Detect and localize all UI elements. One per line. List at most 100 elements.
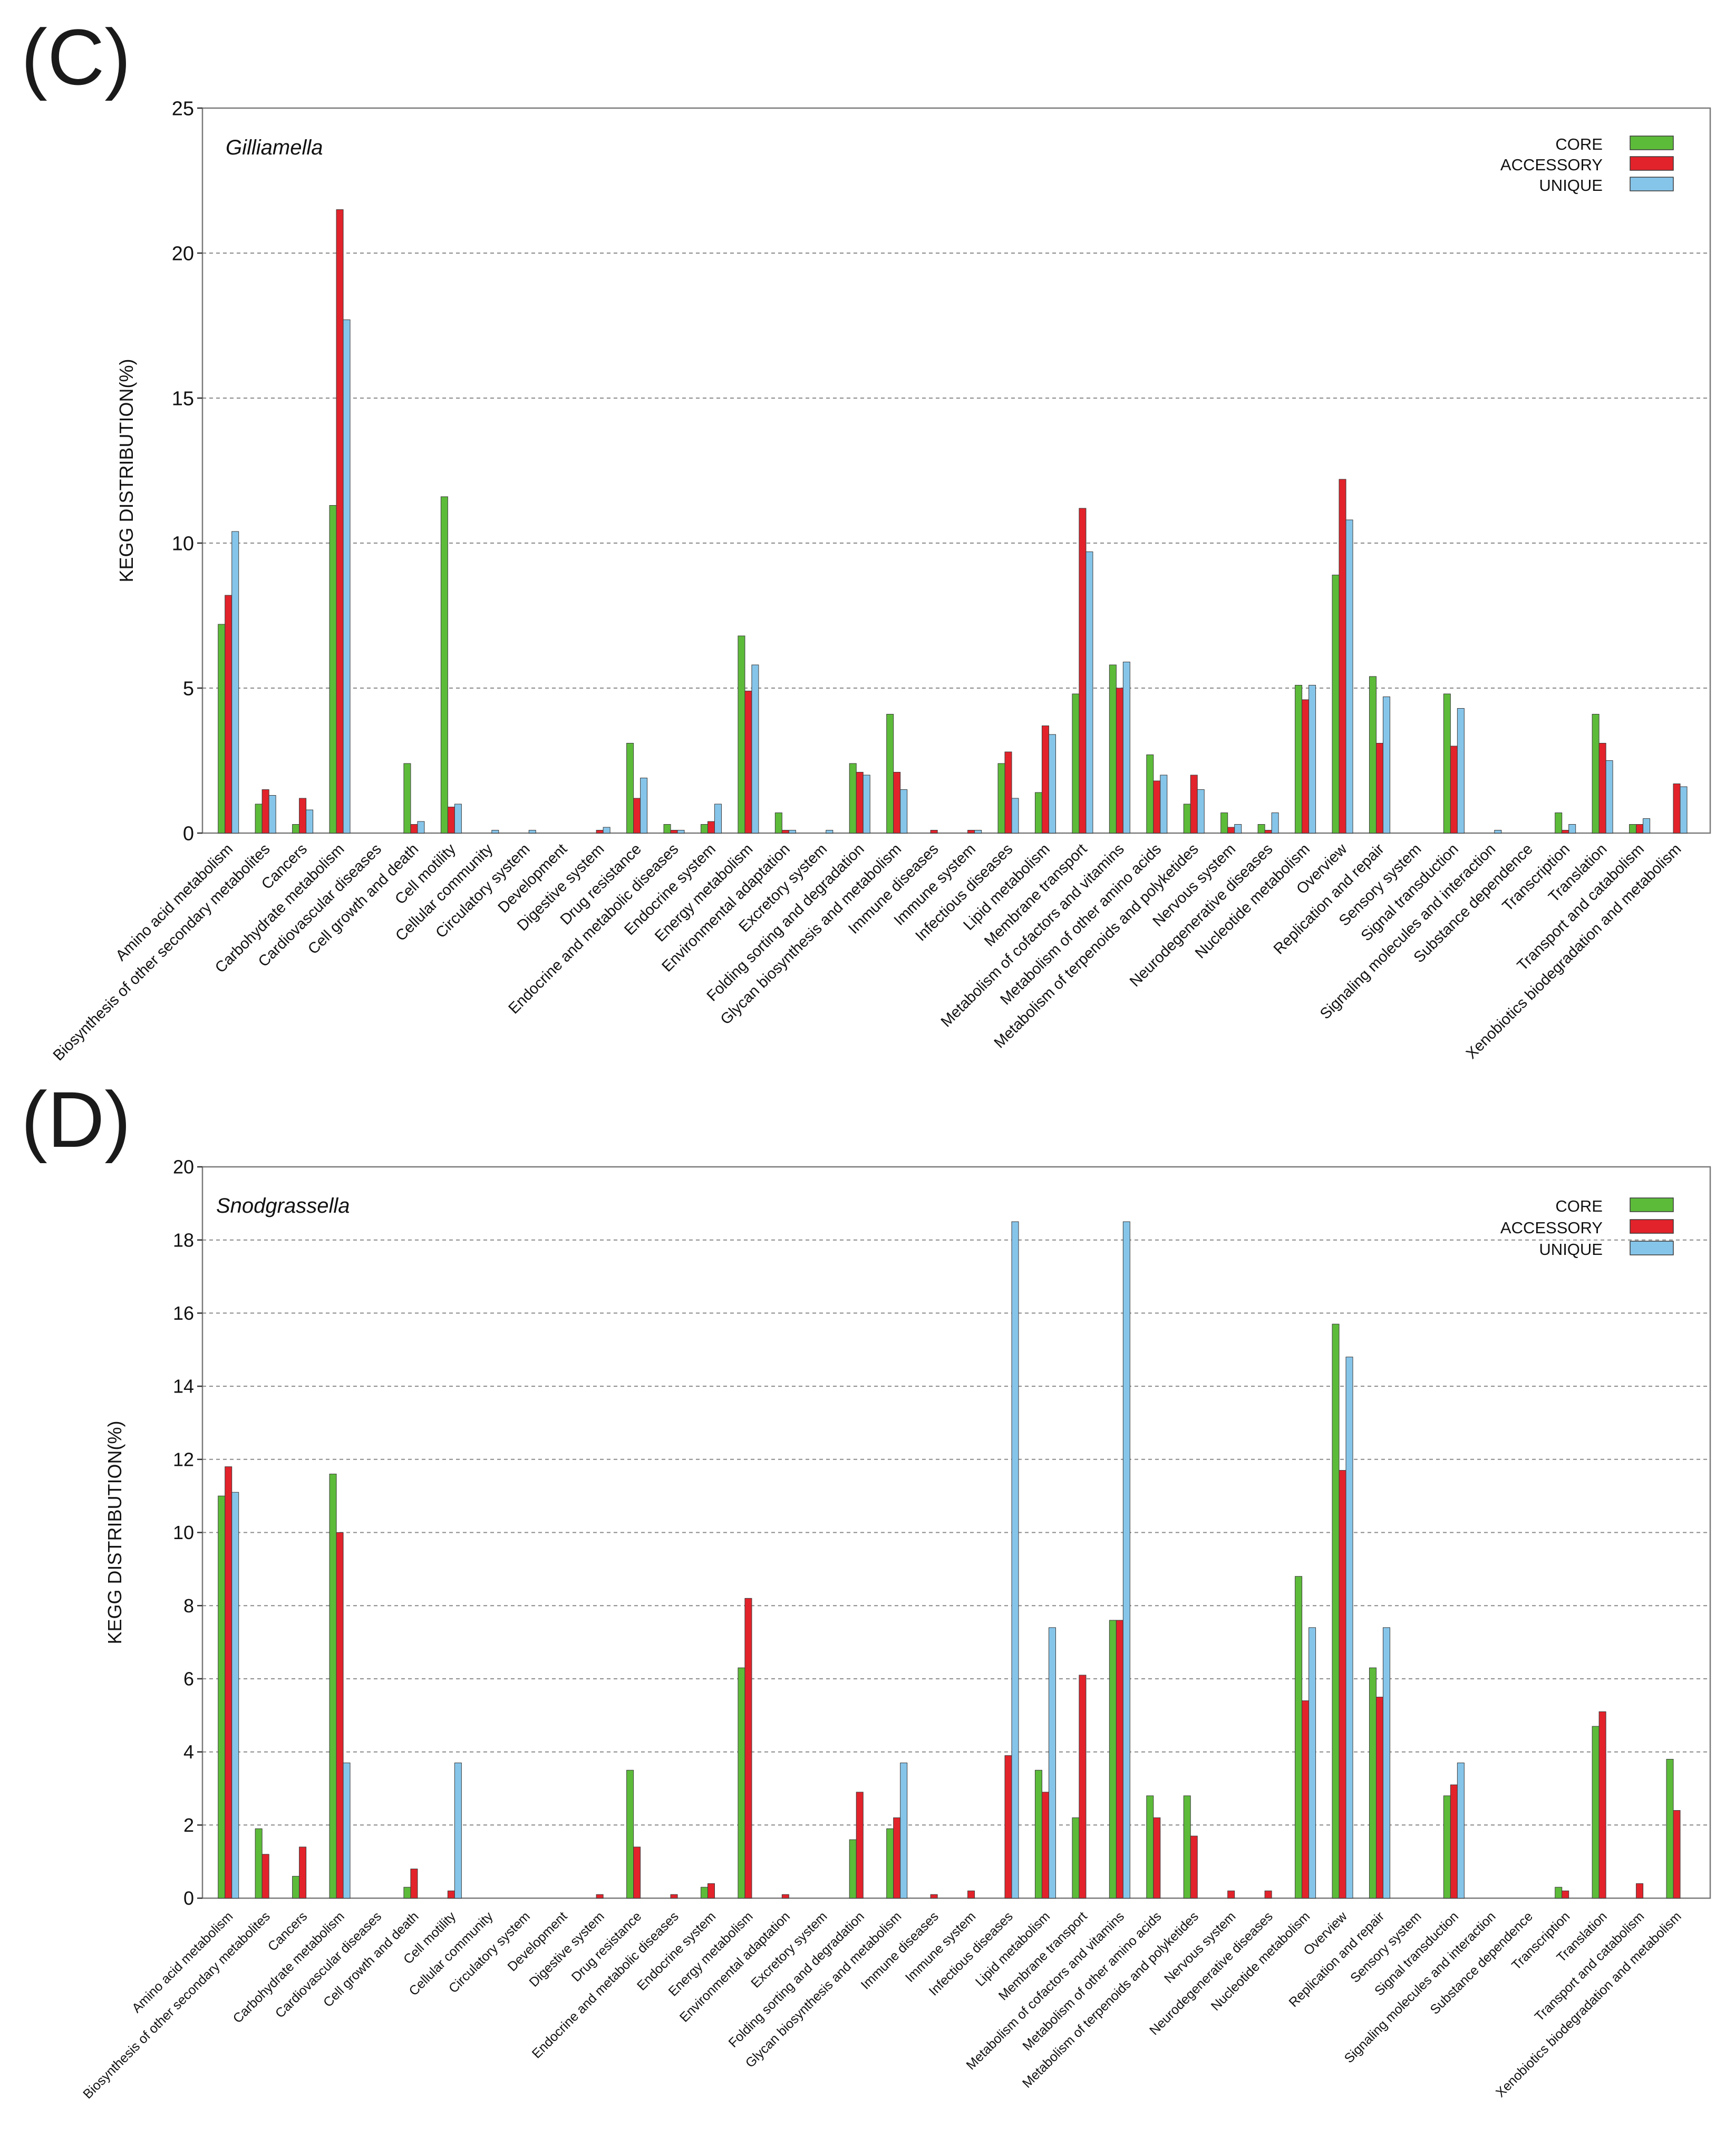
legend-swatch-unique bbox=[1630, 1241, 1674, 1255]
bar-accessory-endocrine-system bbox=[707, 821, 715, 834]
bar-core-energy-metabolism bbox=[738, 635, 745, 834]
y-tick-label: 2 bbox=[183, 1814, 194, 1836]
bar-core-metabolism-of-other-amino-acids bbox=[1146, 1795, 1154, 1899]
bar-accessory-energy-metabolism bbox=[744, 1598, 752, 1899]
bar-core-metabolism-of-terpenoids-and-polyketides bbox=[1183, 1795, 1191, 1899]
bar-accessory-membrane-transport bbox=[1079, 508, 1087, 834]
bar-unique-nervous-system bbox=[1234, 824, 1242, 834]
legend-label-accessory: ACCESSORY bbox=[1500, 1219, 1603, 1237]
bar-unique-endocrine-system bbox=[714, 804, 722, 834]
bar-accessory-environmental-adaptation bbox=[781, 830, 789, 834]
bar-core-metabolism-of-cofactors-and-vitamins bbox=[1109, 664, 1117, 834]
bar-accessory-infectious-diseases bbox=[1004, 1755, 1012, 1899]
bar-unique-transcription bbox=[1568, 824, 1576, 834]
bar-core-glycan-biosynthesis-and-metabolism bbox=[886, 1828, 894, 1899]
legend-swatch-core bbox=[1630, 1197, 1674, 1212]
bar-unique-cell-growth-and-death bbox=[417, 821, 425, 834]
bar-accessory-biosynthesis-of-other-secondary-metabolites bbox=[261, 1854, 269, 1899]
y-tick-label: 16 bbox=[173, 1302, 194, 1324]
y-axis-label: KEGG DISTRIBUTION(%) bbox=[104, 1420, 125, 1644]
bar-accessory-translation bbox=[1598, 743, 1606, 834]
bar-unique-immune-system bbox=[974, 830, 982, 834]
y-tick-label: 14 bbox=[173, 1376, 194, 1397]
legend-label-accessory: ACCESSORY bbox=[1500, 156, 1603, 174]
legend-label-unique: UNIQUE bbox=[1539, 176, 1603, 195]
bar-unique-endocrine-and-metabolic-diseases bbox=[677, 830, 685, 834]
bar-accessory-transcription bbox=[1562, 830, 1569, 834]
bar-unique-drug-resistance bbox=[640, 778, 648, 834]
bar-accessory-glycan-biosynthesis-and-metabolism bbox=[893, 1817, 901, 1899]
bar-accessory-folding-sorting-and-degradation bbox=[856, 1792, 864, 1899]
bar-accessory-digestive-system bbox=[596, 830, 604, 834]
bar-accessory-cancers bbox=[299, 1846, 307, 1899]
bar-accessory-drug-resistance bbox=[633, 1846, 641, 1899]
bar-accessory-endocrine-and-metabolic-diseases bbox=[670, 830, 678, 834]
y-tick-label: 0 bbox=[183, 1888, 194, 1909]
bar-accessory-metabolism-of-other-amino-acids bbox=[1153, 1817, 1161, 1899]
bar-accessory-replication-and-repair bbox=[1375, 1697, 1383, 1899]
legend-label-unique: UNIQUE bbox=[1539, 1240, 1603, 1259]
bar-accessory-metabolism-of-cofactors-and-vitamins bbox=[1116, 688, 1123, 834]
bar-core-signal-transduction bbox=[1443, 1795, 1451, 1899]
bar-unique-infectious-diseases bbox=[1011, 1221, 1019, 1899]
bar-accessory-metabolism-of-cofactors-and-vitamins bbox=[1116, 1620, 1123, 1899]
bar-core-drug-resistance bbox=[626, 743, 634, 834]
bar-unique-signaling-molecules-and-interaction bbox=[1494, 830, 1502, 834]
legend-label-core: CORE bbox=[1555, 135, 1603, 153]
bar-accessory-cell-growth-and-death bbox=[410, 824, 418, 834]
bar-unique-replication-and-repair bbox=[1382, 697, 1390, 834]
bar-unique-overview bbox=[1345, 519, 1353, 834]
bar-accessory-immune-system bbox=[967, 830, 975, 834]
bar-unique-signal-transduction bbox=[1457, 1762, 1465, 1899]
bar-unique-biosynthesis-of-other-secondary-metabolites bbox=[268, 795, 276, 834]
bar-core-membrane-transport bbox=[1072, 693, 1080, 834]
bar-core-drug-resistance bbox=[626, 1770, 634, 1899]
bar-unique-metabolism-of-other-amino-acids bbox=[1160, 775, 1168, 834]
bar-accessory-endocrine-and-metabolic-diseases bbox=[670, 1894, 678, 1899]
bar-unique-energy-metabolism bbox=[751, 664, 759, 834]
bar-core-metabolism-of-cofactors-and-vitamins bbox=[1109, 1620, 1117, 1899]
y-tick-label: 0 bbox=[183, 823, 194, 845]
y-tick-label: 4 bbox=[183, 1741, 194, 1763]
bar-unique-replication-and-repair bbox=[1382, 1627, 1390, 1899]
bar-core-translation bbox=[1592, 714, 1600, 834]
bar-accessory-immune-diseases bbox=[930, 830, 938, 834]
bar-core-endocrine-system bbox=[700, 1887, 708, 1899]
bar-accessory-immune-system bbox=[967, 1890, 975, 1899]
y-axis-label: KEGG DISTRIBUTION(%) bbox=[115, 359, 137, 582]
y-tick-label: 10 bbox=[172, 533, 194, 555]
bar-core-nucleotide-metabolism bbox=[1295, 1576, 1303, 1899]
bar-unique-transport-and-catabolism bbox=[1643, 818, 1651, 834]
y-tick-label: 12 bbox=[173, 1448, 194, 1470]
y-tick-label: 20 bbox=[172, 243, 194, 265]
bar-unique-nucleotide-metabolism bbox=[1308, 1627, 1316, 1899]
bar-accessory-energy-metabolism bbox=[744, 691, 752, 834]
bar-accessory-nervous-system bbox=[1227, 1890, 1235, 1899]
bar-accessory-replication-and-repair bbox=[1375, 743, 1383, 834]
legend-label-core: CORE bbox=[1555, 1197, 1603, 1215]
bar-unique-metabolism-of-terpenoids-and-polyketides bbox=[1197, 789, 1205, 834]
bar-unique-lipid-metabolism bbox=[1048, 1627, 1056, 1899]
bar-core-lipid-metabolism bbox=[1034, 792, 1042, 834]
bar-unique-translation bbox=[1605, 760, 1613, 834]
y-tick-label: 6 bbox=[183, 1668, 194, 1690]
bar-accessory-cell-motility bbox=[447, 807, 455, 834]
bar-core-replication-and-repair bbox=[1369, 676, 1377, 834]
bar-unique-digestive-system bbox=[603, 827, 610, 834]
bar-unique-infectious-diseases bbox=[1011, 798, 1019, 834]
bar-unique-membrane-transport bbox=[1085, 552, 1093, 834]
bar-accessory-overview bbox=[1339, 479, 1346, 834]
bar-core-cell-motility bbox=[440, 496, 448, 834]
organism-label: Snodgrassella bbox=[216, 1194, 350, 1217]
bar-unique-excretory-system bbox=[826, 830, 833, 834]
bar-accessory-nucleotide-metabolism bbox=[1302, 1700, 1310, 1899]
bar-core-cell-growth-and-death bbox=[403, 1887, 411, 1899]
bar-core-energy-metabolism bbox=[738, 1667, 745, 1899]
legend-swatch-accessory bbox=[1630, 1219, 1674, 1234]
bar-core-glycan-biosynthesis-and-metabolism bbox=[886, 714, 894, 834]
bar-accessory-environmental-adaptation bbox=[781, 1894, 789, 1899]
bar-accessory-carbohydrate-metabolism bbox=[336, 209, 344, 834]
bar-accessory-xenobiotics-biodegradation-and-metabolism bbox=[1673, 784, 1681, 834]
panel-label: (C) bbox=[21, 13, 131, 101]
bar-core-carbohydrate-metabolism bbox=[329, 505, 337, 834]
